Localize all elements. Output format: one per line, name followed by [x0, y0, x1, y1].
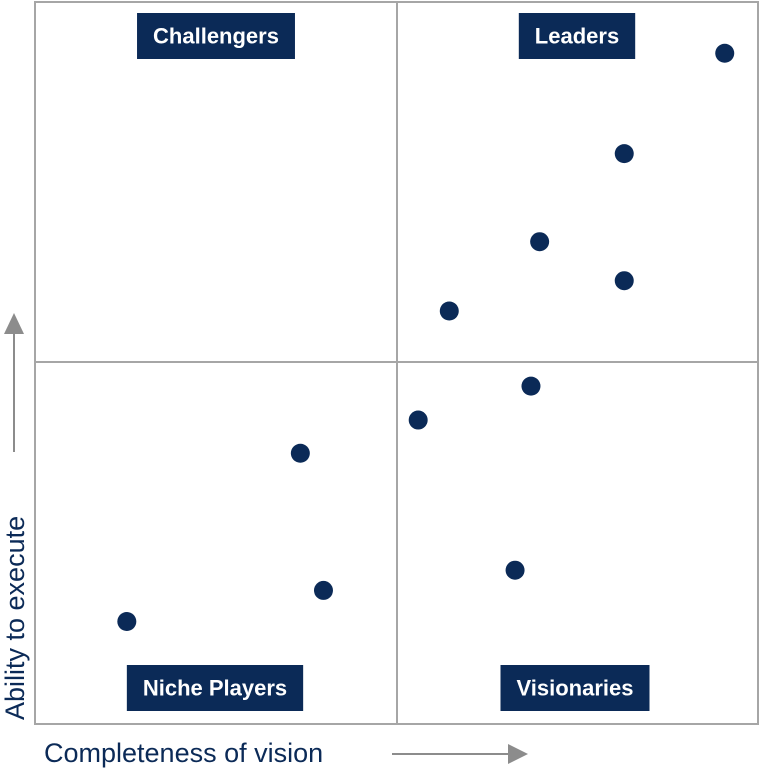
quadrant-label-box	[518, 13, 636, 59]
data-point-4	[614, 271, 634, 291]
quadrant-label-box	[500, 665, 650, 711]
data-point-1	[715, 43, 735, 63]
quadrant-label-box	[137, 13, 295, 59]
data-point-7	[408, 410, 428, 430]
y-axis-arrow-head	[4, 313, 24, 334]
data-point-3	[530, 232, 550, 252]
quadrant-label-text: Leaders	[535, 24, 619, 49]
quadrant-label-text: Challengers	[153, 24, 279, 49]
data-points	[117, 43, 735, 631]
quadrant-label-niche-players: Niche Players	[126, 665, 304, 711]
quadrant-label-text: Niche Players	[143, 676, 287, 701]
quadrant-label-text: Visionaries	[517, 676, 634, 701]
data-point-11	[117, 611, 137, 631]
data-point-6	[521, 376, 541, 396]
quadrant-label-challengers: Challengers	[137, 13, 295, 59]
quadrant-label-box	[126, 665, 304, 711]
quadrant-label-leaders: Leaders	[518, 13, 636, 59]
quadrant-labels: Challengers Leaders Niche Players Visionari…	[126, 13, 650, 711]
quadrant-label-visionaries: Visionaries	[500, 665, 650, 711]
data-point-5	[439, 301, 459, 321]
x-axis-label: Completeness of vision	[44, 738, 323, 768]
data-point-10	[313, 580, 333, 600]
x-axis-arrow-head	[508, 744, 528, 764]
data-point-8	[290, 443, 310, 463]
data-point-2	[614, 144, 634, 164]
y-axis-label: Ability to execute	[0, 516, 30, 720]
data-point-9	[505, 560, 525, 580]
